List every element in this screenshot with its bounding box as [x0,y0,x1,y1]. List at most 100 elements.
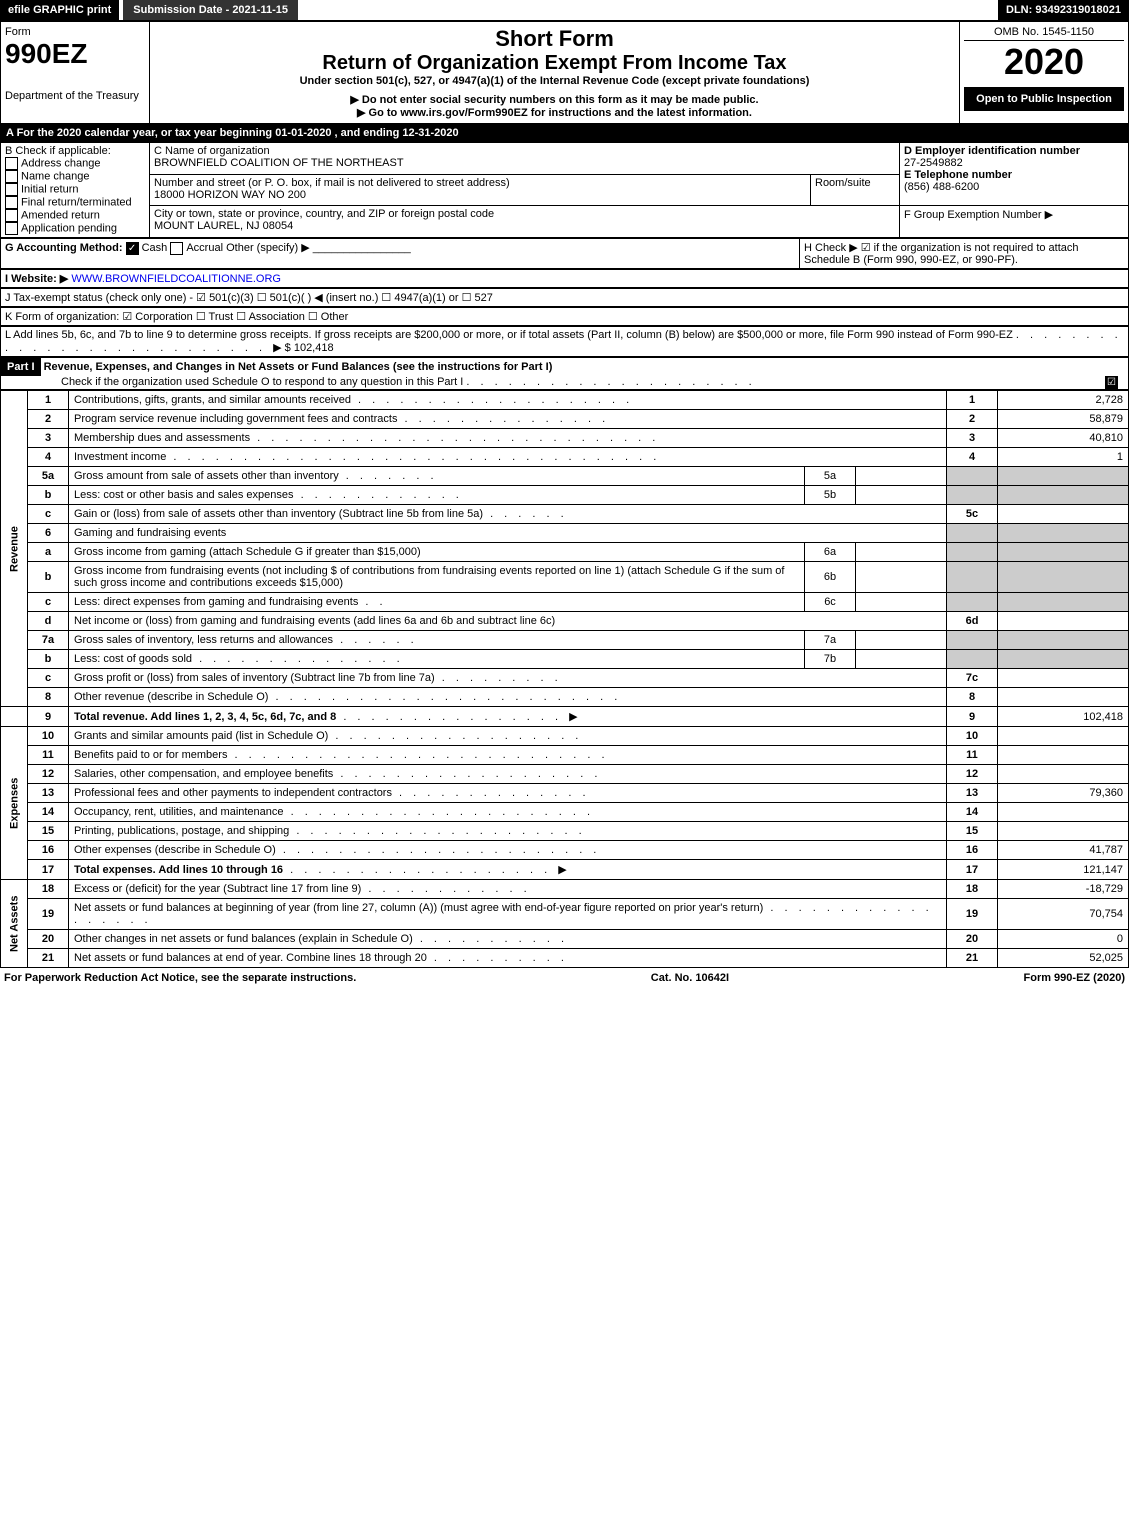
page-footer: For Paperwork Reduction Act Notice, see … [0,968,1129,988]
line-box: 10 [947,727,998,746]
mid-box: 7b [805,650,856,669]
name-change-checkbox[interactable] [5,170,18,183]
efile-label[interactable]: efile GRAPHIC print [0,0,119,20]
line-num: 5a [28,467,69,486]
line-box: 6d [947,612,998,631]
line-12: 12 Salaries, other compensation, and emp… [1,765,1129,784]
line-18: Net Assets 18 Excess or (deficit) for th… [1,880,1129,899]
shaded-cell [947,650,998,669]
section-k: K Form of organization: ☑ Corporation ☐ … [1,308,1129,326]
section-a: A For the 2020 calendar year, or tax yea… [0,124,1129,142]
line-box: 8 [947,688,998,707]
initial-return-checkbox[interactable] [5,183,18,196]
line-desc: Program service revenue including govern… [74,413,397,425]
ein-label: D Employer identification number [904,145,1080,157]
line-desc: Other revenue (describe in Schedule O) [74,691,268,703]
line-19: 19 Net assets or fund balances at beginn… [1,899,1129,930]
line-num: 15 [28,822,69,841]
line-desc: Gross profit or (loss) from sales of inv… [74,672,435,684]
website-label: I Website: ▶ [5,273,68,285]
schedule-o-checkbox[interactable]: ☑ [1105,376,1118,389]
footer-right: Form 990-EZ (2020) [1024,972,1125,984]
mid-box: 7a [805,631,856,650]
line-box: 1 [947,391,998,410]
submission-date: Submission Date - 2021-11-15 [123,0,298,20]
line-box: 2 [947,410,998,429]
accounting-label: G Accounting Method: [5,242,123,254]
form-of-org-row: K Form of organization: ☑ Corporation ☐ … [0,307,1129,326]
line-box: 16 [947,841,998,860]
line-7a: 7a Gross sales of inventory, less return… [1,631,1129,650]
mid-input[interactable] [856,593,947,612]
line-box: 13 [947,784,998,803]
line-num: a [28,543,69,562]
line-num: c [28,593,69,612]
accrual-checkbox[interactable] [170,242,183,255]
line-num: b [28,650,69,669]
mid-input[interactable] [856,631,947,650]
line-7c: c Gross profit or (loss) from sales of i… [1,669,1129,688]
tax-year: 2020 [964,41,1124,83]
accrual-label: Accrual [186,242,223,254]
address-change-checkbox[interactable] [5,157,18,170]
city-label: City or town, state or province, country… [154,208,494,220]
line-10: Expenses 10 Grants and similar amounts p… [1,727,1129,746]
ein: 27-2549882 [904,157,963,169]
line-num: 7a [28,631,69,650]
header-right: OMB No. 1545-1150 2020 Open to Public In… [960,22,1128,123]
line-num: 18 [28,880,69,899]
line-desc: Less: cost or other basis and sales expe… [74,489,294,501]
header-left: Form 990EZ Department of the Treasury [1,22,150,123]
header-center: Short Form Return of Organization Exempt… [150,22,960,123]
line-5b: b Less: cost or other basis and sales ex… [1,486,1129,505]
shaded-cell [947,631,998,650]
warning-2: ▶ Go to www.irs.gov/Form990EZ for instru… [154,106,955,119]
shaded-cell [947,467,998,486]
mid-input[interactable] [856,562,947,593]
section-j: J Tax-exempt status (check only one) - ☑… [1,289,1129,307]
line-desc: Benefits paid to or for members [74,749,227,761]
line-num: c [28,669,69,688]
opt-amended-return: Amended return [21,209,100,221]
line-box: 12 [947,765,998,784]
shaded-cell [998,562,1129,593]
line-box: 17 [947,860,998,880]
line-desc: Gain or (loss) from sale of assets other… [74,508,483,520]
part1-header-row: Part I Revenue, Expenses, and Changes in… [0,357,1129,390]
line-amount: 0 [998,930,1129,949]
line-20: 20 Other changes in net assets or fund b… [1,930,1129,949]
line-num: 16 [28,841,69,860]
gross-receipts-row: L Add lines 5b, 6c, and 7b to line 9 to … [0,326,1129,357]
line-box: 19 [947,899,998,930]
line-num: 9 [28,707,69,727]
opt-address-change: Address change [21,157,101,169]
line-desc: Gross amount from sale of assets other t… [74,470,339,482]
footer-cat: Cat. No. 10642I [651,972,729,984]
line-5c: c Gain or (loss) from sale of assets oth… [1,505,1129,524]
line-box: 9 [947,707,998,727]
line-desc: Excess or (deficit) for the year (Subtra… [74,883,361,895]
section-l-text: L Add lines 5b, 6c, and 7b to line 9 to … [5,329,1013,341]
line-desc: Professional fees and other payments to … [74,787,392,799]
website-link[interactable]: WWW.BROWNFIELDCOALITIONNE.ORG [71,273,281,285]
form-number: 990EZ [5,38,145,70]
mid-box: 5a [805,467,856,486]
shaded-cell [998,631,1129,650]
final-return-checkbox[interactable] [5,196,18,209]
mid-input[interactable] [856,543,947,562]
line-14: 14 Occupancy, rent, utilities, and maint… [1,803,1129,822]
cash-checkbox[interactable]: ✓ [126,242,139,255]
amended-return-checkbox[interactable] [5,209,18,222]
line-11: 11 Benefits paid to or for members . . .… [1,746,1129,765]
omb-number: OMB No. 1545-1150 [964,26,1124,41]
shaded-cell [998,650,1129,669]
line-amount: 41,787 [998,841,1129,860]
line-desc: Gross sales of inventory, less returns a… [74,634,333,646]
application-pending-checkbox[interactable] [5,222,18,235]
return-title: Return of Organization Exempt From Incom… [154,52,955,75]
shaded-cell [998,486,1129,505]
mid-input[interactable] [856,650,947,669]
mid-input[interactable] [856,486,947,505]
mid-input[interactable] [856,467,947,486]
line-desc: Investment income [74,451,166,463]
